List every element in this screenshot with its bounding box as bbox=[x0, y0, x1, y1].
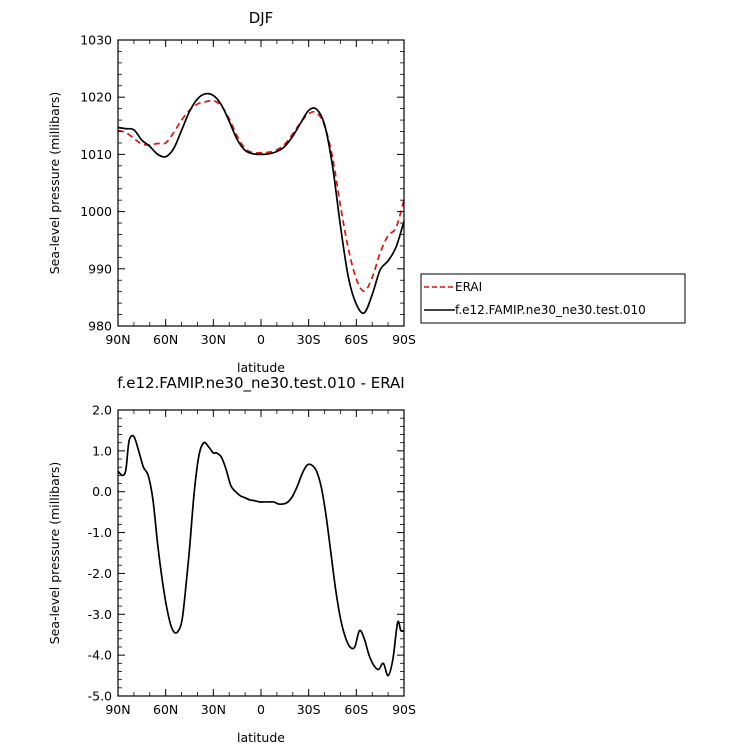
x-tick-label: 0 bbox=[257, 332, 265, 347]
legend-label-model: f.e12.FAMIP.ne30_ne30.test.010 bbox=[455, 303, 646, 317]
top-y-axis-label: Sea-level pressure (millibars) bbox=[47, 92, 62, 275]
y-tick-label: 980 bbox=[88, 319, 112, 334]
x-tick-label: 90S bbox=[392, 702, 416, 717]
y-tick-label: -2.0 bbox=[88, 566, 112, 581]
series-line-0-1 bbox=[117, 92, 405, 315]
top-chart-title: DJF bbox=[249, 9, 274, 27]
bottom-plot-lines bbox=[117, 434, 405, 677]
x-tick-label: 90S bbox=[392, 332, 416, 347]
bottom-plot-frame bbox=[117, 409, 405, 697]
x-tick-label: 60S bbox=[344, 332, 368, 347]
x-tick-label: 30S bbox=[297, 332, 321, 347]
x-tick-label: 90N bbox=[105, 332, 130, 347]
series-line-1-0 bbox=[117, 434, 405, 677]
x-tick-label: 90N bbox=[105, 702, 130, 717]
bottom-axis-ticks: -5.0 -4.0 -3.0 -2.0 -1.0 0.0 1.0 2.0 90N 60N 30N 0 3… bbox=[88, 403, 416, 718]
x-tick-label: 30N bbox=[201, 702, 226, 717]
legend-box bbox=[420, 273, 686, 324]
y-tick-label: 1030 bbox=[80, 33, 112, 48]
top-panel: DJF 980 990 1000 1010 1020 1030 90N 60N 30N 0 30S 6… bbox=[47, 9, 686, 375]
x-tick-label: 30S bbox=[297, 702, 321, 717]
y-tick-label: -3.0 bbox=[88, 607, 112, 622]
top-axis-ticks: 980 990 1000 1010 1020 1030 90N 60N 30N 0 30S 60S 90… bbox=[80, 33, 416, 348]
y-tick-label: 1010 bbox=[80, 147, 112, 162]
y-tick-label: 1.0 bbox=[92, 443, 112, 458]
bottom-chart-title: f.e12.FAMIP.ne30_ne30.test.010 - ERAI bbox=[117, 374, 404, 393]
bottom-x-axis-label: latitude bbox=[237, 730, 285, 745]
x-tick-label: 0 bbox=[257, 702, 265, 717]
x-tick-label: 30N bbox=[201, 332, 226, 347]
y-tick-label: -5.0 bbox=[88, 689, 112, 704]
x-tick-label: 60N bbox=[153, 332, 178, 347]
series-line-0-0 bbox=[117, 99, 405, 292]
y-tick-label: 1000 bbox=[80, 204, 112, 219]
bottom-y-axis-label: Sea-level pressure (millibars) bbox=[47, 462, 62, 645]
y-tick-label: 2.0 bbox=[92, 403, 112, 418]
bottom-panel: f.e12.FAMIP.ne30_ne30.test.010 - ERAI -5… bbox=[47, 374, 416, 745]
x-tick-label: 60S bbox=[344, 702, 368, 717]
y-tick-label: -1.0 bbox=[88, 525, 112, 540]
legend: ERAI f.e12.FAMIP.ne30_ne30.test.010 bbox=[420, 273, 686, 324]
top-plot-frame bbox=[117, 39, 405, 327]
legend-label-erai: ERAI bbox=[455, 280, 482, 294]
y-tick-label: 990 bbox=[88, 261, 112, 276]
y-tick-label: 1020 bbox=[80, 90, 112, 105]
x-tick-label: 60N bbox=[153, 702, 178, 717]
y-tick-label: -4.0 bbox=[88, 648, 112, 663]
y-tick-label: 0.0 bbox=[92, 484, 112, 499]
top-x-axis-label: latitude bbox=[237, 360, 285, 375]
top-plot-lines bbox=[117, 92, 405, 315]
